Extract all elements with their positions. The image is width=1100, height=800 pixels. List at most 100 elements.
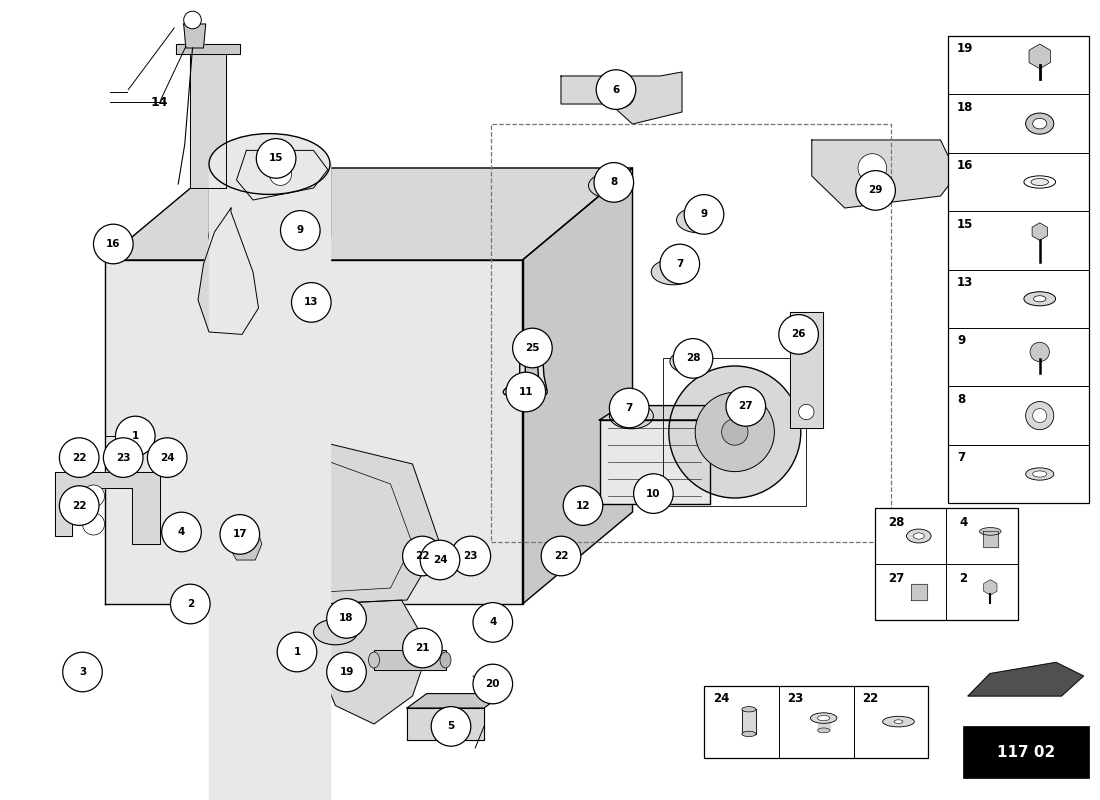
- Text: 24: 24: [432, 555, 448, 565]
- Ellipse shape: [882, 716, 914, 727]
- Ellipse shape: [980, 527, 1001, 535]
- Circle shape: [59, 438, 99, 478]
- Text: 11: 11: [518, 387, 534, 397]
- Text: 22: 22: [72, 501, 87, 510]
- Polygon shape: [911, 584, 926, 600]
- Polygon shape: [741, 710, 756, 734]
- Circle shape: [116, 416, 155, 456]
- Text: 8: 8: [957, 393, 966, 406]
- Circle shape: [660, 244, 700, 284]
- Circle shape: [506, 372, 546, 412]
- Text: 7: 7: [957, 451, 965, 464]
- Circle shape: [856, 170, 895, 210]
- Circle shape: [63, 652, 102, 692]
- Text: 9: 9: [957, 334, 966, 347]
- Ellipse shape: [368, 652, 379, 668]
- Circle shape: [431, 706, 471, 746]
- Ellipse shape: [1033, 118, 1047, 129]
- Ellipse shape: [1025, 468, 1054, 480]
- Ellipse shape: [741, 706, 756, 712]
- Text: 22: 22: [553, 551, 569, 561]
- Text: 19: 19: [957, 42, 974, 55]
- Circle shape: [270, 163, 292, 186]
- Ellipse shape: [894, 720, 903, 723]
- Text: 2: 2: [959, 572, 967, 585]
- Text: 19: 19: [339, 667, 354, 677]
- Circle shape: [684, 194, 724, 234]
- Circle shape: [1033, 409, 1047, 422]
- Text: 14: 14: [151, 96, 168, 109]
- Ellipse shape: [588, 173, 632, 198]
- Text: 23: 23: [116, 453, 131, 462]
- Ellipse shape: [209, 134, 330, 194]
- Circle shape: [513, 328, 552, 368]
- Circle shape: [799, 404, 814, 420]
- Polygon shape: [236, 150, 328, 200]
- Circle shape: [669, 366, 801, 498]
- Text: 27: 27: [738, 402, 754, 411]
- Circle shape: [403, 536, 442, 576]
- Text: 9: 9: [297, 226, 304, 235]
- Text: 12: 12: [575, 501, 591, 510]
- Circle shape: [473, 602, 513, 642]
- Ellipse shape: [817, 715, 829, 721]
- Text: 4: 4: [959, 516, 968, 529]
- Polygon shape: [522, 168, 632, 604]
- Circle shape: [594, 162, 634, 202]
- Ellipse shape: [688, 214, 710, 226]
- Circle shape: [82, 513, 104, 535]
- Circle shape: [327, 598, 366, 638]
- Text: 28: 28: [888, 516, 904, 529]
- Text: 9: 9: [701, 210, 707, 219]
- Text: 22: 22: [862, 692, 879, 705]
- Text: 5: 5: [448, 722, 454, 731]
- Bar: [962, 726, 1089, 778]
- Polygon shape: [982, 531, 998, 546]
- Circle shape: [609, 388, 649, 428]
- Polygon shape: [812, 140, 957, 208]
- Circle shape: [147, 438, 187, 478]
- Ellipse shape: [209, 206, 330, 266]
- Circle shape: [420, 540, 460, 580]
- Ellipse shape: [1032, 412, 1047, 419]
- Bar: [874, 508, 1018, 620]
- Ellipse shape: [1024, 292, 1056, 306]
- Circle shape: [726, 386, 766, 426]
- Circle shape: [673, 338, 713, 378]
- Text: 4: 4: [490, 618, 496, 627]
- Polygon shape: [55, 472, 160, 544]
- Ellipse shape: [1034, 296, 1046, 302]
- Ellipse shape: [662, 266, 684, 278]
- Circle shape: [858, 154, 887, 182]
- Ellipse shape: [620, 410, 642, 422]
- Ellipse shape: [440, 652, 451, 668]
- Circle shape: [280, 210, 320, 250]
- Ellipse shape: [1031, 178, 1048, 186]
- Polygon shape: [407, 694, 504, 708]
- Polygon shape: [104, 260, 522, 604]
- Ellipse shape: [913, 533, 924, 539]
- Ellipse shape: [906, 529, 932, 543]
- Ellipse shape: [336, 626, 346, 633]
- Text: 15: 15: [268, 154, 284, 163]
- Circle shape: [184, 11, 201, 29]
- Circle shape: [451, 536, 491, 576]
- Circle shape: [473, 664, 513, 704]
- Text: 2: 2: [187, 599, 194, 609]
- Circle shape: [220, 514, 260, 554]
- Polygon shape: [561, 72, 682, 124]
- Text: 22: 22: [72, 453, 87, 462]
- Text: 13: 13: [957, 276, 974, 289]
- Text: 18: 18: [957, 101, 974, 114]
- Polygon shape: [226, 524, 262, 560]
- Circle shape: [277, 632, 317, 672]
- Text: a passion for parts since 1985: a passion for parts since 1985: [271, 446, 565, 466]
- Ellipse shape: [1025, 113, 1054, 134]
- Text: 26: 26: [791, 330, 806, 339]
- Circle shape: [596, 70, 636, 110]
- Text: 6: 6: [613, 85, 619, 94]
- Text: 4: 4: [178, 527, 185, 537]
- Text: 24: 24: [160, 453, 175, 462]
- Text: 3: 3: [79, 667, 86, 677]
- Ellipse shape: [600, 179, 621, 192]
